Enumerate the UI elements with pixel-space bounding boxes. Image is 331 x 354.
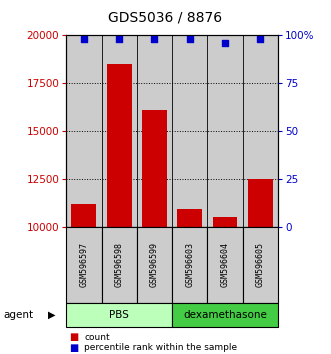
Point: [81, 36, 86, 42]
Text: GSM596603: GSM596603: [185, 242, 194, 287]
Text: GSM596599: GSM596599: [150, 242, 159, 287]
Point: [187, 36, 192, 42]
Bar: [172, 227, 208, 303]
Point: [258, 36, 263, 42]
Text: agent: agent: [3, 310, 33, 320]
Bar: [66, 35, 102, 227]
Bar: [137, 227, 172, 303]
Text: ▶: ▶: [48, 310, 55, 320]
Text: ■: ■: [70, 343, 79, 353]
Bar: [177, 209, 202, 227]
Text: ■: ■: [70, 332, 79, 342]
Text: GSM596598: GSM596598: [115, 242, 124, 287]
Point: [117, 36, 122, 42]
Bar: [208, 227, 243, 303]
Point: [152, 36, 157, 42]
Bar: [102, 227, 137, 303]
Text: GDS5036 / 8876: GDS5036 / 8876: [109, 11, 222, 25]
Text: GSM596604: GSM596604: [220, 242, 230, 287]
Bar: [243, 35, 278, 227]
Bar: [213, 217, 237, 227]
Text: percentile rank within the sample: percentile rank within the sample: [84, 343, 238, 352]
Bar: [137, 35, 172, 227]
Bar: [248, 179, 273, 227]
Bar: [142, 110, 167, 227]
Bar: [107, 64, 131, 227]
Bar: [71, 204, 96, 227]
Text: GSM596597: GSM596597: [79, 242, 88, 287]
Text: count: count: [84, 332, 110, 342]
Bar: [172, 303, 278, 327]
Bar: [172, 35, 208, 227]
Bar: [66, 227, 102, 303]
Bar: [66, 303, 172, 327]
Text: dexamethasone: dexamethasone: [183, 310, 267, 320]
Bar: [208, 35, 243, 227]
Point: [222, 40, 228, 46]
Text: GSM596605: GSM596605: [256, 242, 265, 287]
Bar: [102, 35, 137, 227]
Bar: [243, 227, 278, 303]
Text: PBS: PBS: [109, 310, 129, 320]
